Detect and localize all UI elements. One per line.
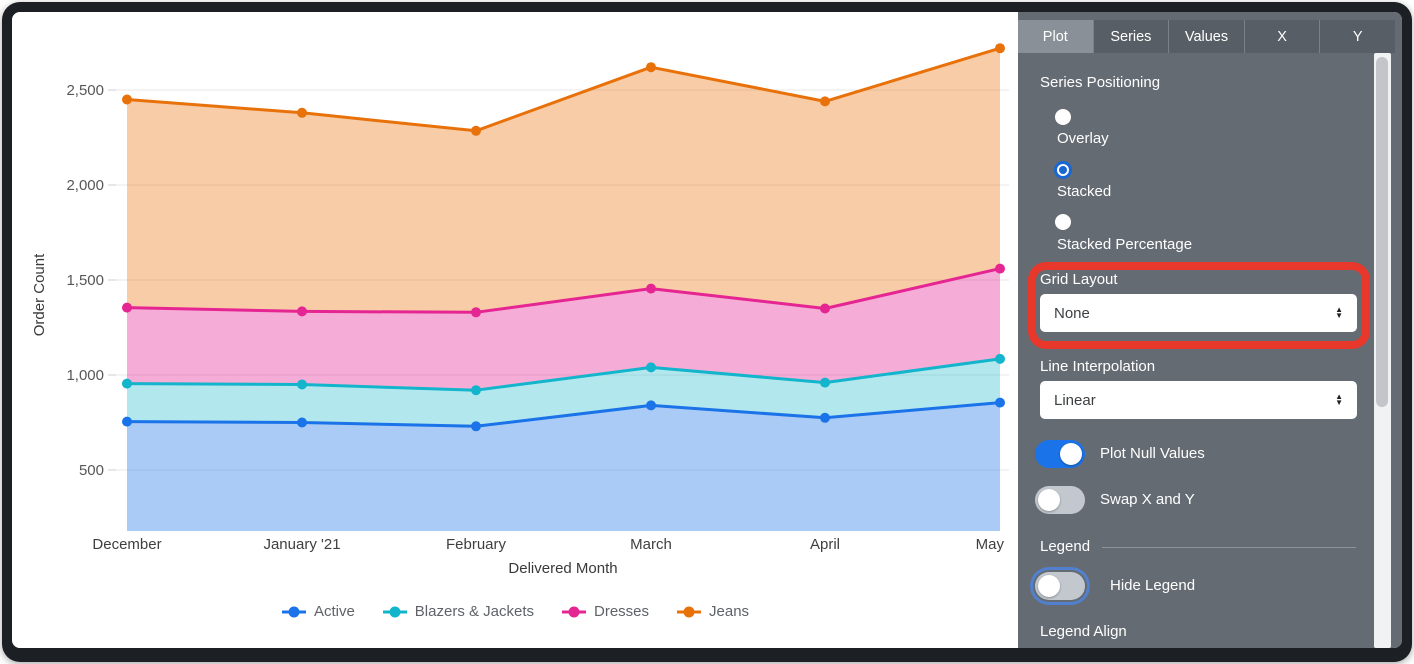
data-point[interactable]	[471, 421, 481, 432]
swap-x-and-y-toggle[interactable]	[1035, 486, 1085, 514]
data-point[interactable]	[122, 378, 132, 389]
tab-plot[interactable]: Plot	[1018, 20, 1093, 53]
legend-marker-icon	[677, 606, 702, 617]
data-point[interactable]	[297, 417, 307, 428]
radio-stacked-percentage-label[interactable]: Stacked Percentage	[1057, 236, 1193, 253]
data-point[interactable]	[646, 283, 656, 294]
legend-marker-icon	[562, 606, 587, 617]
data-point[interactable]	[995, 263, 1005, 274]
legend-label: Jeans	[709, 603, 750, 620]
data-point[interactable]	[471, 125, 481, 136]
data-point[interactable]	[122, 416, 132, 427]
legend-item[interactable]: Active	[281, 603, 355, 620]
legend-label: Dresses	[594, 603, 650, 620]
y-tick-label: 1,000	[66, 367, 104, 384]
legend-section-header: Legend	[1040, 538, 1091, 555]
y-tick-label: 2,000	[66, 177, 104, 194]
plot-null-values-toggle[interactable]	[1035, 440, 1085, 468]
area-band	[127, 358, 1000, 427]
radio-stacked-percentage[interactable]	[1055, 214, 1071, 230]
grid-layout-select[interactable]: None ▲ ▼	[1040, 294, 1357, 332]
legend-item[interactable]: Dresses	[561, 603, 649, 620]
legend-marker-icon	[281, 606, 306, 617]
data-point[interactable]	[122, 94, 132, 105]
data-point[interactable]	[820, 377, 830, 388]
legend-align-label: Legend Align	[1040, 623, 1127, 640]
x-tick-label: April	[810, 536, 840, 553]
line-interpolation-label: Line Interpolation	[1040, 358, 1156, 375]
data-point[interactable]	[646, 62, 656, 73]
legend-item[interactable]: Blazers & Jackets	[382, 603, 534, 620]
grid-layout-value: None	[1054, 304, 1090, 322]
line-interpolation-value: Linear	[1054, 391, 1096, 409]
hide-legend-toggle[interactable]	[1035, 572, 1085, 600]
radio-stacked-label[interactable]: Stacked	[1057, 183, 1112, 200]
legend-marker-icon	[382, 606, 407, 617]
data-point[interactable]	[820, 303, 830, 314]
data-point[interactable]	[646, 362, 656, 373]
data-point[interactable]	[995, 43, 1005, 54]
line-interpolation-select[interactable]: Linear ▲ ▼	[1040, 381, 1357, 419]
y-axis-title: Order Count	[31, 253, 48, 336]
y-tick-label: 2,500	[66, 82, 104, 99]
data-point[interactable]	[471, 385, 481, 396]
series-line	[125, 357, 1002, 392]
data-point[interactable]	[995, 353, 1005, 364]
tab-x[interactable]: X	[1243, 20, 1320, 53]
legend-item[interactable]: Jeans	[676, 603, 749, 620]
series-line	[125, 267, 1002, 314]
legend-label: Blazers & Jackets	[414, 603, 535, 620]
tab-values[interactable]: Values	[1168, 20, 1244, 53]
data-point[interactable]	[820, 412, 830, 423]
tab-series[interactable]: Series	[1092, 20, 1169, 53]
y-tick-label: 500	[79, 462, 104, 479]
vis-config-panel: Plot Series Values X Y Series Positionin…	[1018, 12, 1402, 648]
data-point[interactable]	[820, 96, 830, 107]
data-point[interactable]	[471, 307, 481, 318]
area-band	[127, 268, 1000, 391]
updown-arrows-icon: ▲ ▼	[1335, 305, 1343, 320]
app-content: 500 1,000 1,500 2,000 2,500 December January '…	[12, 12, 1402, 648]
area-band	[127, 48, 1000, 313]
data-point[interactable]	[646, 400, 656, 411]
x-axis-title: Delivered Month	[508, 560, 617, 577]
data-point[interactable]	[297, 107, 307, 118]
chart-legend: Active Blazers & Jackets Dresses Jeans	[12, 603, 1018, 620]
series-line	[125, 46, 1002, 133]
tab-y[interactable]: Y	[1319, 20, 1395, 53]
y-tick-label: 1,500	[66, 272, 104, 289]
chart-pane: 500 1,000 1,500 2,000 2,500 December January '…	[12, 12, 1018, 648]
data-point[interactable]	[297, 379, 307, 390]
panel-scrollbar-thumb[interactable]	[1376, 57, 1388, 407]
panel-scrollbar-track[interactable]	[1374, 53, 1391, 648]
radio-overlay[interactable]	[1055, 109, 1071, 125]
plot-null-values-label: Plot Null Values	[1100, 445, 1205, 462]
x-tick-label: March	[630, 536, 672, 553]
swap-x-and-y-label: Swap X and Y	[1100, 491, 1195, 508]
x-tick-label: May	[976, 536, 1005, 553]
radio-overlay-label[interactable]: Overlay	[1057, 130, 1109, 147]
section-divider	[1102, 547, 1356, 548]
x-tick-label: December	[92, 536, 161, 553]
series-line	[125, 401, 1002, 428]
x-tick-label: February	[446, 536, 507, 553]
area-band	[127, 402, 1000, 531]
updown-arrows-icon: ▲ ▼	[1335, 392, 1343, 407]
legend-label: Active	[313, 603, 355, 620]
series-positioning-label: Series Positioning	[1040, 74, 1161, 91]
stacked-area-chart: 500 1,000 1,500 2,000 2,500 December January '…	[31, 43, 1009, 577]
panel-tabs: Plot Series Values X Y	[1018, 20, 1395, 53]
grid-layout-label: Grid Layout	[1040, 271, 1118, 288]
x-tick-label: January '21	[263, 536, 340, 553]
data-point[interactable]	[995, 397, 1005, 408]
data-point[interactable]	[297, 306, 307, 317]
radio-stacked[interactable]	[1054, 161, 1072, 179]
hide-legend-label: Hide Legend	[1110, 577, 1196, 594]
data-point[interactable]	[122, 302, 132, 313]
